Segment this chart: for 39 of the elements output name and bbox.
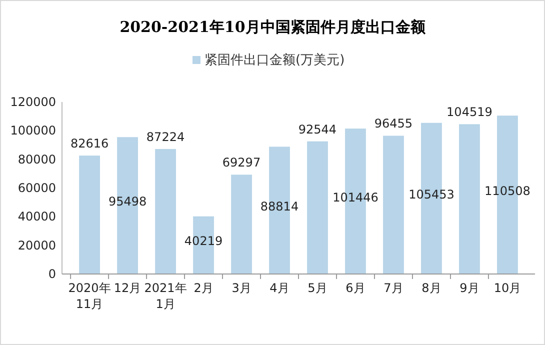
x-tick-label: 3月 <box>232 281 252 295</box>
x-tick-label: 9月 <box>460 281 480 295</box>
data-label: 105453 <box>408 187 454 202</box>
y-tick-label: 40000 <box>18 210 56 224</box>
bar <box>155 148 176 274</box>
data-label: 110508 <box>484 184 530 198</box>
y-tick-label: 60000 <box>18 181 56 195</box>
y-tick-label: 100000 <box>10 124 56 138</box>
y-tick-label: 20000 <box>18 238 56 252</box>
x-tick-label: 6月 <box>346 281 366 295</box>
data-label: 88814 <box>260 199 299 214</box>
data-label: 87224 <box>146 130 185 144</box>
data-label: 96455 <box>374 116 413 131</box>
data-label: 92544 <box>298 122 337 136</box>
x-tick-label: 4月 <box>270 281 290 295</box>
x-tick-label: 2020年 11月 <box>68 281 111 311</box>
y-tick-label: 120000 <box>10 95 56 109</box>
data-label: 95498 <box>108 194 147 209</box>
x-tick-label: 2021年 1月 <box>144 281 187 311</box>
x-tick-label: 8月 <box>422 281 442 295</box>
x-tick-label: 5月 <box>308 281 328 295</box>
x-tick-label: 10月 <box>494 281 522 295</box>
y-tick-label: 0 <box>48 267 56 281</box>
y-tick-label: 80000 <box>18 152 56 166</box>
bar <box>459 124 480 274</box>
bar <box>383 136 404 274</box>
legend-label: 紧固件出口金额(万美元) <box>204 52 345 68</box>
data-label: 104519 <box>446 105 492 120</box>
data-label: 82616 <box>70 136 109 151</box>
bar <box>79 156 100 274</box>
data-label: 101446 <box>332 190 378 204</box>
x-tick-label: 7月 <box>384 281 404 295</box>
x-tick-label: 2月 <box>194 281 214 295</box>
bar <box>307 141 328 274</box>
data-label: 69297 <box>222 156 261 170</box>
bar <box>231 174 252 274</box>
data-label: 40219 <box>184 234 223 248</box>
chart-title: 2020-2021年10月中国紧固件月度出口金额 <box>120 18 426 36</box>
x-tick-label: 12月 <box>114 281 142 295</box>
